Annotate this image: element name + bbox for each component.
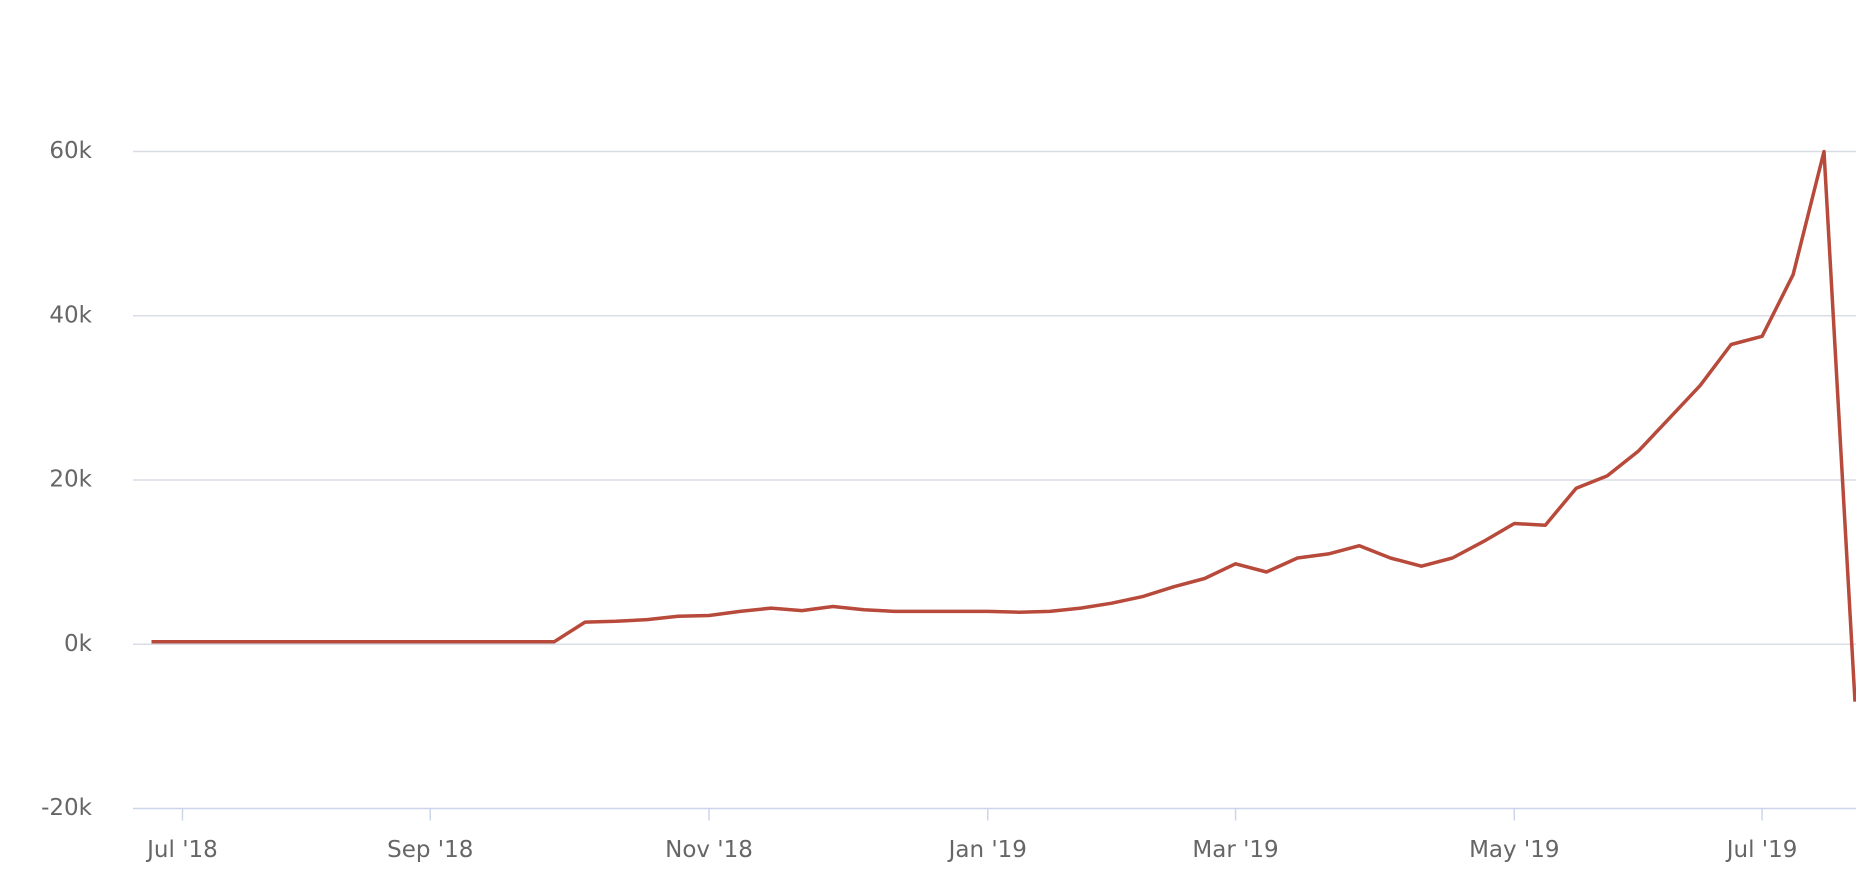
data-line (151, 149, 1856, 702)
x-tick-label: Jan '19 (947, 837, 1027, 863)
x-tick-label: Jul '18 (145, 837, 218, 863)
x-tick-label: Mar '19 (1192, 837, 1278, 863)
x-tick-label: Nov '18 (665, 837, 753, 863)
y-tick-label: 20k (49, 467, 92, 493)
x-tick-label: Sep '18 (387, 837, 473, 863)
y-tick-label: 60k (49, 138, 92, 164)
x-tick-label: May '19 (1469, 837, 1559, 863)
y-tick-label: 0k (64, 631, 93, 657)
y-tick-label: -20k (41, 795, 93, 821)
x-tick-label: Jul '19 (1725, 837, 1798, 863)
y-tick-label: 40k (49, 302, 92, 328)
